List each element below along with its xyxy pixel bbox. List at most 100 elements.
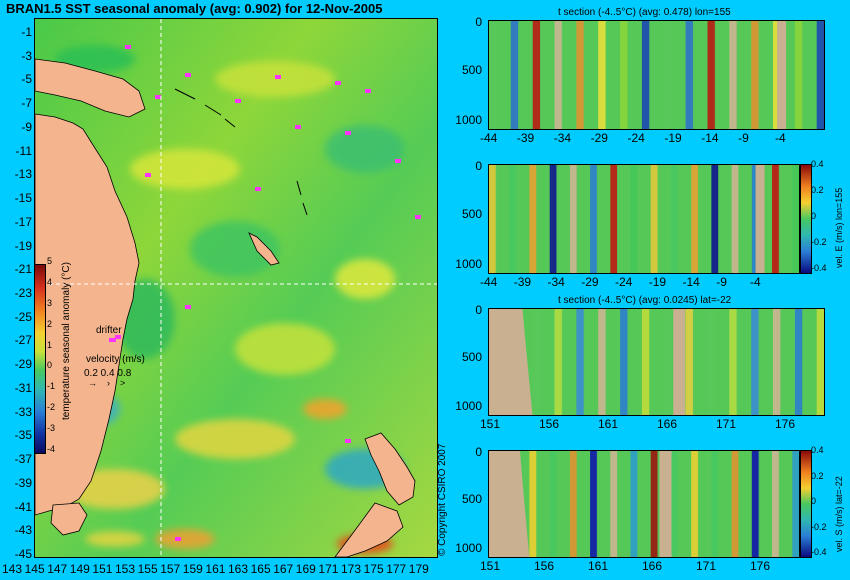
section-panel[interactable] xyxy=(488,308,825,416)
heatmap-cell xyxy=(623,165,632,273)
heatmap-cell xyxy=(809,21,818,129)
heatmap-cell xyxy=(522,165,531,273)
lon-tick-label: 151 xyxy=(92,562,113,576)
section-x-tick: 161 xyxy=(588,559,609,573)
heatmap-cell xyxy=(649,309,658,415)
heatmap-cell xyxy=(684,165,693,273)
heatmap-cell xyxy=(590,165,598,273)
section-x-tick: -39 xyxy=(516,131,535,145)
section-panel[interactable] xyxy=(488,164,800,274)
section-x-tick: -34 xyxy=(547,275,565,289)
sst-anomaly-map[interactable] xyxy=(34,18,438,558)
map-colorbar xyxy=(34,264,46,454)
heatmap-cell xyxy=(714,309,724,415)
velocity-label: velocity (m/s) xyxy=(86,354,145,365)
section-colorbar-tick: 0.4 xyxy=(811,445,824,455)
new-caledonia-land xyxy=(248,232,280,266)
lat-tick-label: -33 xyxy=(14,404,32,419)
lon-tick-label: 159 xyxy=(182,562,203,576)
heatmap-cell xyxy=(605,309,614,415)
section-colorbar xyxy=(800,450,812,558)
heatmap-cell xyxy=(765,451,773,557)
heatmap-cell xyxy=(663,309,673,415)
section-ylabel: vel. S (m/s) lat=-22 xyxy=(834,476,844,552)
heatmap-cell xyxy=(692,21,702,129)
heatmap-cell xyxy=(731,451,740,557)
heatmap-cell xyxy=(591,21,600,129)
heatmap-cell xyxy=(722,309,731,415)
lat-tick-label: -29 xyxy=(14,357,32,372)
heatmap-cell xyxy=(773,309,782,415)
heatmap-cell xyxy=(536,451,544,557)
heatmap-cell xyxy=(612,21,622,129)
heatmap-cell xyxy=(547,21,556,129)
section-y-tick: 500 xyxy=(461,63,482,77)
heatmap-cell xyxy=(644,451,652,557)
section-panel[interactable] xyxy=(488,20,825,130)
heatmap-cell xyxy=(724,165,733,273)
section-x-tick: -39 xyxy=(513,275,532,289)
heatmap-cell xyxy=(792,165,799,273)
section-colorbar-tick: -0.2 xyxy=(811,237,827,247)
heatmap-cell xyxy=(583,451,591,557)
heatmap-cell xyxy=(549,165,558,273)
heatmap-cell xyxy=(525,21,534,129)
heatmap-cell xyxy=(554,21,563,129)
heatmap-cell xyxy=(707,21,716,129)
map-colorbar-tick: -2 xyxy=(47,402,56,413)
heatmap-cell xyxy=(489,21,498,129)
section-colorbar-tick: 0.2 xyxy=(811,470,824,481)
lon-tick-label: 179 xyxy=(408,562,429,576)
heatmap-cell xyxy=(711,165,720,273)
heatmap-cell xyxy=(697,165,706,273)
heatmap-cell xyxy=(684,451,693,557)
heatmap-cell xyxy=(691,451,699,557)
heatmap-cell xyxy=(634,21,643,129)
land-mask xyxy=(755,165,765,273)
heatmap-cell xyxy=(495,165,504,273)
heatmap-cell xyxy=(569,165,578,273)
solomon-islands xyxy=(174,88,236,128)
heatmap-cell xyxy=(630,165,639,273)
section-x-tick: -29 xyxy=(581,275,599,289)
heatmap-cell xyxy=(627,309,636,415)
heatmap-cell xyxy=(576,21,585,129)
heatmap-cell xyxy=(561,21,571,129)
heatmap-cell xyxy=(649,21,658,129)
section-panel[interactable] xyxy=(488,450,800,558)
heatmap-cell xyxy=(802,309,811,415)
heatmap-cell xyxy=(700,309,709,415)
lon-tick-label: 169 xyxy=(295,562,316,576)
heatmap-cell xyxy=(540,309,549,415)
heatmap-cell xyxy=(532,21,541,129)
heatmap-cell xyxy=(714,21,724,129)
heatmap-cell xyxy=(671,21,680,129)
section-x-tick: 171 xyxy=(716,417,737,431)
velocity-arrows: → › > xyxy=(88,378,126,388)
section-x-tick: -29 xyxy=(590,131,608,145)
lat-tick-label: -25 xyxy=(14,309,32,324)
lat-tick-label: -31 xyxy=(14,380,32,395)
heatmap-cell xyxy=(637,165,645,273)
heatmap-cell xyxy=(549,451,558,557)
heatmap-cell xyxy=(496,21,505,129)
heatmap-cell xyxy=(547,309,556,415)
section-y-tick: 1000 xyxy=(455,541,482,555)
heatmap-cell xyxy=(692,309,702,415)
heatmap-cell xyxy=(522,451,531,557)
heatmap-cell xyxy=(758,451,767,557)
heatmap-cell xyxy=(656,21,665,129)
lat-tick-label: -19 xyxy=(14,238,32,253)
heatmap-cell xyxy=(729,309,738,415)
heatmap-cell xyxy=(816,309,824,415)
heatmap-cell xyxy=(794,21,804,129)
heatmap-cell xyxy=(569,309,578,415)
heatmap-cell xyxy=(718,451,726,557)
australia-land xyxy=(35,113,140,516)
map-colorbar-tick: 5 xyxy=(47,256,53,266)
lat-tick-label: -39 xyxy=(14,475,32,490)
heatmap-cell xyxy=(502,165,511,273)
heatmap-cell xyxy=(576,165,585,273)
heatmap-cell xyxy=(627,21,636,129)
new-zealand-north-land xyxy=(364,432,416,506)
